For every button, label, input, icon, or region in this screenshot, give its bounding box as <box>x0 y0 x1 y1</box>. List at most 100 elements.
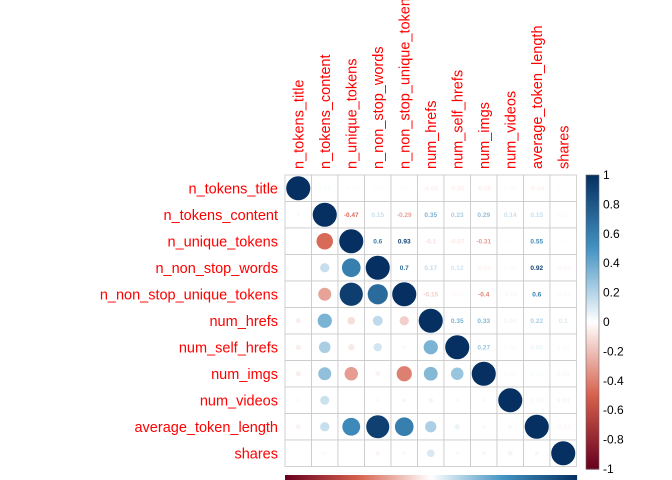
strip-segment <box>401 475 405 480</box>
strip-segment <box>345 475 349 480</box>
strip-segment <box>384 475 388 480</box>
colorbar-segment <box>586 397 599 401</box>
corr-circle <box>423 340 438 355</box>
colorbar-segment <box>586 422 599 426</box>
bottom-color-strip <box>285 475 578 480</box>
colorbar-segment <box>586 324 599 328</box>
strip-segment <box>355 475 359 480</box>
strip-segment <box>297 475 301 480</box>
corr-circle <box>418 308 443 333</box>
colorbar-segment <box>586 429 599 433</box>
corr-circle <box>375 371 381 377</box>
colorbar-segment <box>586 442 599 446</box>
corr-value: 0.1 <box>559 318 568 325</box>
colorbar-segment <box>586 420 599 424</box>
corr-value: -0.01 <box>344 186 359 193</box>
colorbar-segment <box>586 260 599 264</box>
corr-circle <box>376 398 380 402</box>
grid-cell <box>311 174 339 202</box>
strip-segment <box>542 475 546 480</box>
strip-segment <box>501 475 505 480</box>
colorbar-tick: 1 <box>603 168 610 182</box>
corr-circle <box>344 367 358 381</box>
corr-circle <box>402 345 406 349</box>
strip-segment <box>391 475 395 480</box>
strip-segment <box>353 475 357 480</box>
colorbar-segment <box>586 189 599 193</box>
colorbar-segment <box>586 302 599 306</box>
strip-segment <box>479 475 483 480</box>
corr-value: 0.35 <box>424 212 437 219</box>
corr-circle <box>445 335 470 360</box>
row-label: n_non_stop_words <box>155 261 278 277</box>
strip-segment <box>372 475 376 480</box>
colorbar-tick: -0.2 <box>603 344 624 358</box>
strip-segment <box>421 475 425 480</box>
strip-segment <box>574 475 578 480</box>
colorbar-segment <box>586 444 599 448</box>
strip-segment <box>484 475 488 480</box>
strip-segment <box>387 475 391 480</box>
column-label: shares <box>556 125 572 169</box>
colorbar-segment <box>586 461 599 465</box>
corr-circle <box>455 451 459 455</box>
colorbar-segment <box>586 356 599 360</box>
strip-segment <box>525 475 529 480</box>
strip-segment <box>382 475 386 480</box>
strip-segment <box>357 475 361 480</box>
corr-value: -0.05 <box>476 186 491 193</box>
colorbar-segment <box>586 331 599 335</box>
strip-segment <box>450 475 454 480</box>
strip-segment <box>343 475 347 480</box>
strip-segment <box>569 475 573 480</box>
corr-circle <box>482 398 486 402</box>
colorbar-segment <box>586 346 599 350</box>
strip-segment <box>428 475 432 480</box>
grid-cell <box>523 201 551 229</box>
colorbar-segment <box>586 304 599 308</box>
strip-segment <box>314 475 318 480</box>
corr-value: -0.1 <box>425 239 437 246</box>
grid-cell <box>549 227 577 255</box>
colorbar-segment <box>586 434 599 438</box>
corr-value: -0.04 <box>476 265 491 272</box>
colorbar-segment <box>586 270 599 274</box>
corr-circle <box>317 313 332 328</box>
grid-cell <box>549 413 577 441</box>
colorbar-segment <box>586 344 599 348</box>
strip-segment <box>559 475 563 480</box>
grid-cell <box>496 254 524 282</box>
colorbar: 1 0.8 0.6 0.4 0.2 0 -0.2 -0.4 -0.6 -0.8 -1 <box>585 168 624 476</box>
corr-circle <box>365 255 390 280</box>
colorbar-segment <box>586 319 599 323</box>
colorbar-segment <box>586 221 599 225</box>
corr-circle <box>508 424 513 429</box>
strip-segment <box>518 475 522 480</box>
row-label: num_imgs <box>211 367 278 383</box>
row-label: shares <box>234 446 278 462</box>
colorbar-segment <box>586 175 599 179</box>
strip-segment <box>365 475 369 480</box>
corr-circle <box>316 232 334 250</box>
colorbar-segment <box>586 407 599 411</box>
strip-segment <box>413 475 417 480</box>
strip-segment <box>457 475 461 480</box>
corr-circle <box>295 318 301 324</box>
strip-segment <box>498 475 502 480</box>
strip-segment <box>348 475 352 480</box>
strip-segment <box>316 475 320 480</box>
strip-segment <box>571 475 575 480</box>
colorbar-segment <box>586 459 599 463</box>
grid-cell <box>523 386 551 414</box>
colorbar-segment <box>586 361 599 365</box>
colorbar-segment <box>586 204 599 208</box>
strip-segment <box>515 475 519 480</box>
corr-circle <box>498 388 523 413</box>
colorbar-segment <box>586 211 599 215</box>
colorbar-segment <box>586 258 599 262</box>
corr-value: 0.03 <box>530 398 543 405</box>
colorbar-segment <box>586 253 599 257</box>
colorbar-segment <box>586 228 599 232</box>
corr-value: -0.47 <box>344 212 359 219</box>
corr-circle <box>551 441 576 466</box>
